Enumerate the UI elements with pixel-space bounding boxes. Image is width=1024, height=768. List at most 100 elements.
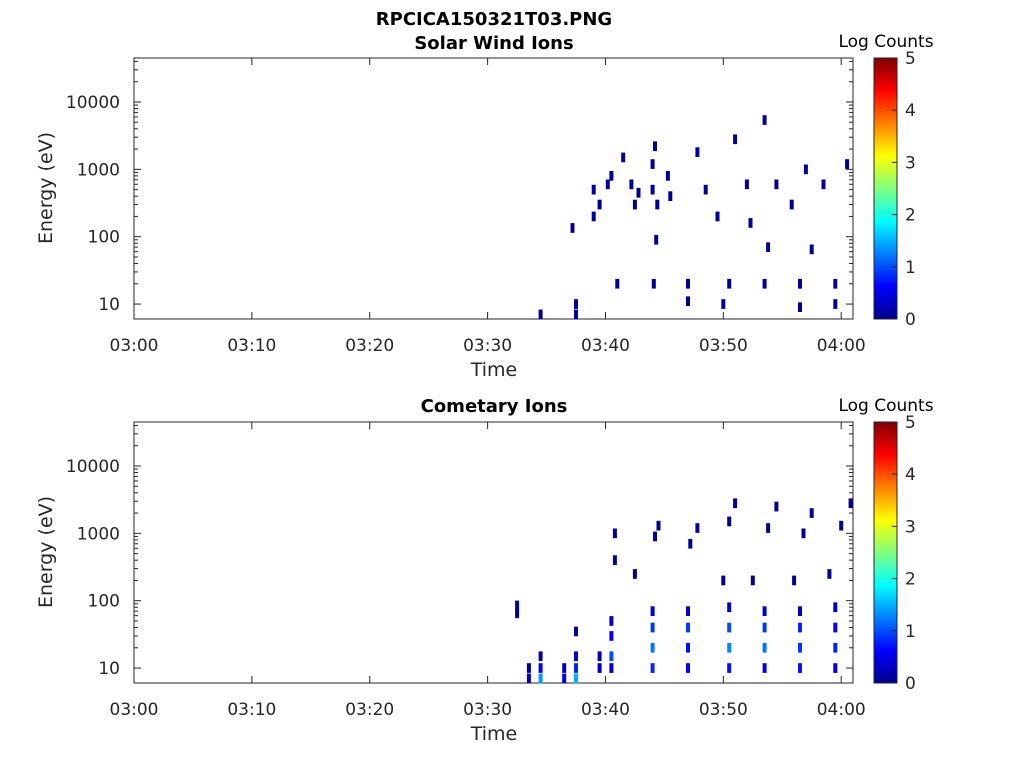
heatmap-cell	[574, 663, 578, 673]
heatmap-cell	[612, 555, 617, 565]
heatmap-cell	[562, 663, 567, 673]
heatmap-cell	[597, 199, 602, 210]
heatmap-cell	[609, 631, 614, 641]
solar-wind-panel: Solar Wind Ions 03:00 03:10 03:20 03:30 03:4…	[35, 32, 934, 381]
heatmap-cell	[686, 606, 690, 616]
heatmap-cell	[827, 569, 832, 579]
heatmap-cell	[798, 278, 802, 289]
heatmap-cell	[798, 622, 802, 633]
colorbar-label: Log Counts	[838, 32, 933, 52]
heatmap-cell	[721, 575, 726, 586]
heatmap-cell	[845, 159, 850, 169]
heatmap-cells	[538, 115, 850, 320]
heatmap-cell	[526, 673, 531, 684]
heatmap-cell	[762, 606, 767, 616]
heatmap-cell	[609, 616, 614, 626]
heatmap-cell	[762, 115, 767, 125]
heatmap-cell	[750, 575, 755, 586]
panel-title: Cometary Ions	[421, 396, 568, 417]
heatmap-cell	[665, 171, 670, 181]
colorbar-tick-label: 5	[905, 49, 916, 69]
heatmap-cell	[833, 299, 838, 309]
heatmap-cell	[668, 191, 673, 201]
x-tick-label: 03:10	[227, 700, 276, 720]
x-tick-label: 04:00	[817, 336, 866, 356]
x-tick-label: 03:10	[227, 336, 276, 356]
heatmap-cell	[727, 622, 732, 633]
colorbar-tick-label: 4	[905, 101, 916, 121]
colorbar-tick-label: 0	[905, 674, 916, 694]
cometary-panel: Cometary Ions 03:00 03:10 03:20 03:30 03:40 0…	[35, 396, 934, 745]
heatmap-cell	[733, 134, 738, 145]
heatmap-cell	[636, 187, 641, 198]
colorbar-label: Log Counts	[838, 396, 933, 416]
panel-title: Solar Wind Ions	[414, 33, 573, 54]
heatmap-cell	[609, 651, 614, 662]
y-tick-label: 100	[88, 592, 120, 612]
heatmap-cell	[570, 223, 575, 233]
heatmap-cell	[515, 600, 520, 611]
heatmap-cell	[798, 663, 802, 673]
y-tick-label: 1000	[77, 524, 120, 544]
y-axis-label: Energy (eV)	[35, 132, 57, 244]
colorbar-tick-label: 4	[905, 465, 916, 485]
heatmap-cell	[703, 184, 708, 195]
heatmap-cell	[695, 523, 700, 533]
x-axis-label: Time	[470, 723, 518, 745]
heatmap-cell	[762, 663, 767, 673]
heatmap-cell	[833, 622, 838, 633]
heatmap-cell	[748, 218, 753, 228]
x-tick-label: 03:30	[463, 336, 512, 356]
heatmap-cell	[801, 528, 806, 539]
colorbar-tick-label: 1	[905, 258, 916, 278]
heatmap-cell	[650, 159, 655, 169]
heatmap-cell	[650, 622, 655, 633]
heatmap-cell	[762, 642, 767, 653]
colorbar-gradient	[873, 421, 898, 684]
heatmap-cell	[538, 309, 543, 320]
heatmap-cell	[695, 147, 700, 157]
y-tick-label: 10	[98, 295, 120, 315]
heatmap-cell	[605, 179, 610, 190]
x-tick-label: 04:00	[817, 700, 866, 720]
colorbar: 0 1 2 3 4 5	[873, 49, 916, 330]
colorbar: 0 1 2 3 4 5	[873, 413, 916, 694]
heatmap-cell	[721, 299, 726, 309]
x-tick-label: 03:50	[699, 336, 748, 356]
colorbar-tick-label: 5	[905, 413, 916, 433]
heatmap-cell	[597, 651, 602, 662]
heatmap-cell	[615, 278, 620, 289]
x-tick-label: 03:20	[345, 700, 394, 720]
heatmap-cell	[686, 622, 690, 633]
heatmap-cell	[727, 516, 732, 527]
heatmap-cell	[538, 663, 543, 673]
heatmap-cell	[650, 606, 655, 616]
heatmap-cell	[762, 278, 767, 289]
plot-area	[133, 421, 854, 684]
heatmap-cell	[727, 278, 732, 289]
heatmap-cell	[574, 651, 578, 662]
heatmap-cell	[538, 651, 543, 662]
heatmap-cell	[686, 642, 690, 653]
colorbar-tick-label: 3	[905, 517, 916, 537]
heatmap-cell	[833, 663, 838, 673]
heatmap-cell	[688, 538, 693, 549]
heatmap-cell	[798, 302, 802, 312]
heatmap-cells	[515, 498, 853, 684]
y-tick-label: 10	[98, 659, 120, 679]
y-tick-label: 100	[88, 228, 120, 248]
x-tick-label: 03:40	[581, 700, 630, 720]
heatmap-cell	[839, 520, 844, 531]
x-tick-label: 03:30	[463, 700, 512, 720]
heatmap-cell	[612, 528, 617, 539]
heatmap-cell	[629, 179, 634, 190]
heatmap-cell	[597, 663, 602, 673]
heatmap-cell	[632, 199, 637, 210]
heatmap-cell	[766, 242, 771, 252]
colorbar-tick-label: 2	[905, 570, 916, 590]
figure-title: RPCICA150321T03.PNG	[376, 9, 612, 30]
heatmap-cell	[574, 673, 578, 684]
heatmap-cell	[591, 184, 596, 195]
x-tick-label: 03:00	[110, 336, 159, 356]
